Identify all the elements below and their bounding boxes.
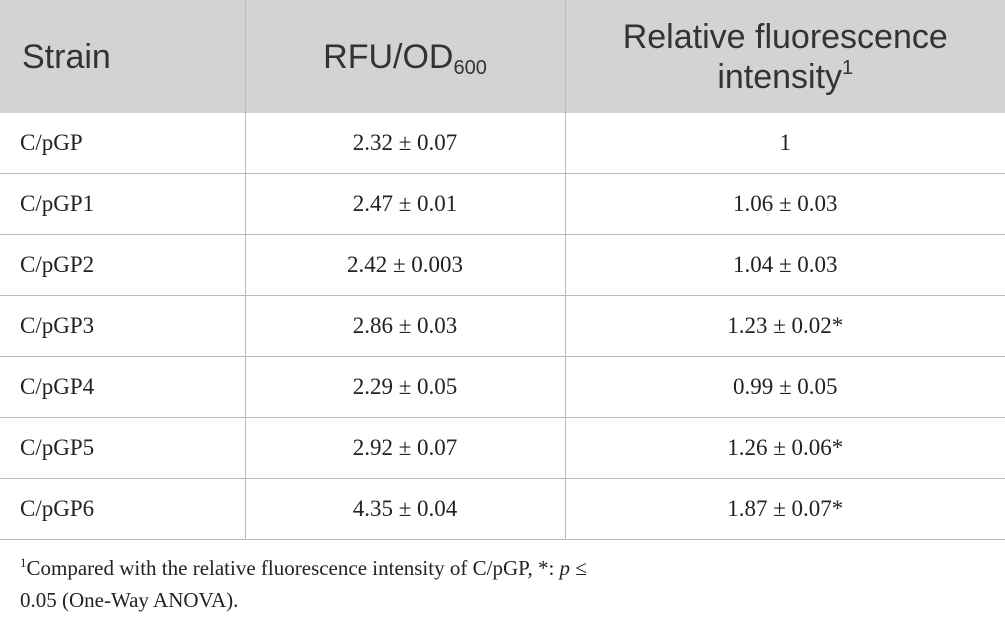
- value-cell: 1.04 ± 0.03: [564, 234, 1005, 296]
- header-text: Relative fluorescence intensity: [622, 17, 948, 96]
- data-table: Strain RFU/OD600 Relative fluorescence i…: [0, 0, 1005, 540]
- value-cell: 1: [564, 113, 1005, 174]
- strain-cell: C/pGP6: [0, 478, 245, 540]
- value-cell: 2.32 ± 0.07: [244, 113, 565, 174]
- table-row: C/pGP 2.32 ± 0.07 1: [0, 113, 1005, 174]
- table-row: C/pGP3 2.86 ± 0.03 1.23 ± 0.02*: [0, 295, 1005, 357]
- table-row: C/pGP1 2.47 ± 0.01 1.06 ± 0.03: [0, 173, 1005, 235]
- footnote-italic: p: [559, 556, 571, 580]
- header-subscript: 600: [453, 56, 487, 79]
- header-text: Strain: [22, 37, 111, 76]
- table-row: C/pGP6 4.35 ± 0.04 1.87 ± 0.07*: [0, 478, 1005, 540]
- header-cell: RFU/OD600: [244, 0, 565, 113]
- strain-cell: C/pGP1: [0, 173, 245, 235]
- header-cell: Strain: [0, 0, 245, 113]
- value-cell: 2.86 ± 0.03: [244, 295, 565, 357]
- footnote-marker: 1: [20, 555, 27, 570]
- footnote: 1Compared with the relative fluorescence…: [0, 540, 640, 616]
- table-row: C/pGP2 2.42 ± 0.003 1.04 ± 0.03: [0, 234, 1005, 296]
- value-cell: 2.29 ± 0.05: [244, 356, 565, 418]
- table-row: C/pGP5 2.92 ± 0.07 1.26 ± 0.06*: [0, 417, 1005, 479]
- header-superscript: 1: [842, 56, 854, 79]
- footnote-text: ≤ 0.05 (One-Way ANOVA).: [20, 556, 587, 612]
- strain-cell: C/pGP3: [0, 295, 245, 357]
- strain-cell: C/pGP4: [0, 356, 245, 418]
- value-cell: 1.26 ± 0.06*: [564, 417, 1005, 479]
- strain-cell: C/pGP: [0, 113, 245, 174]
- value-cell: 1.06 ± 0.03: [564, 173, 1005, 235]
- value-cell: 1.87 ± 0.07*: [564, 478, 1005, 540]
- value-cell: 4.35 ± 0.04: [244, 478, 565, 540]
- strain-cell: C/pGP2: [0, 234, 245, 296]
- header-text: RFU/OD: [323, 37, 454, 76]
- value-cell: 2.42 ± 0.003: [244, 234, 565, 296]
- header-row: Strain RFU/OD600 Relative fluorescence i…: [0, 0, 1005, 113]
- value-cell: 1.23 ± 0.02*: [564, 295, 1005, 357]
- strain-cell: C/pGP5: [0, 417, 245, 479]
- table-row: C/pGP4 2.29 ± 0.05 0.99 ± 0.05: [0, 356, 1005, 418]
- table-body: C/pGP 2.32 ± 0.07 1 C/pGP1 2.47 ± 0.01 1.06 ±…: [0, 113, 1005, 540]
- value-cell: 0.99 ± 0.05: [564, 356, 1005, 418]
- value-cell: 2.92 ± 0.07: [244, 417, 565, 479]
- header-cell: Relative fluorescence intensity1: [564, 0, 1005, 113]
- value-cell: 2.47 ± 0.01: [244, 173, 565, 235]
- footnote-text: Compared with the relative fluorescence …: [26, 556, 560, 580]
